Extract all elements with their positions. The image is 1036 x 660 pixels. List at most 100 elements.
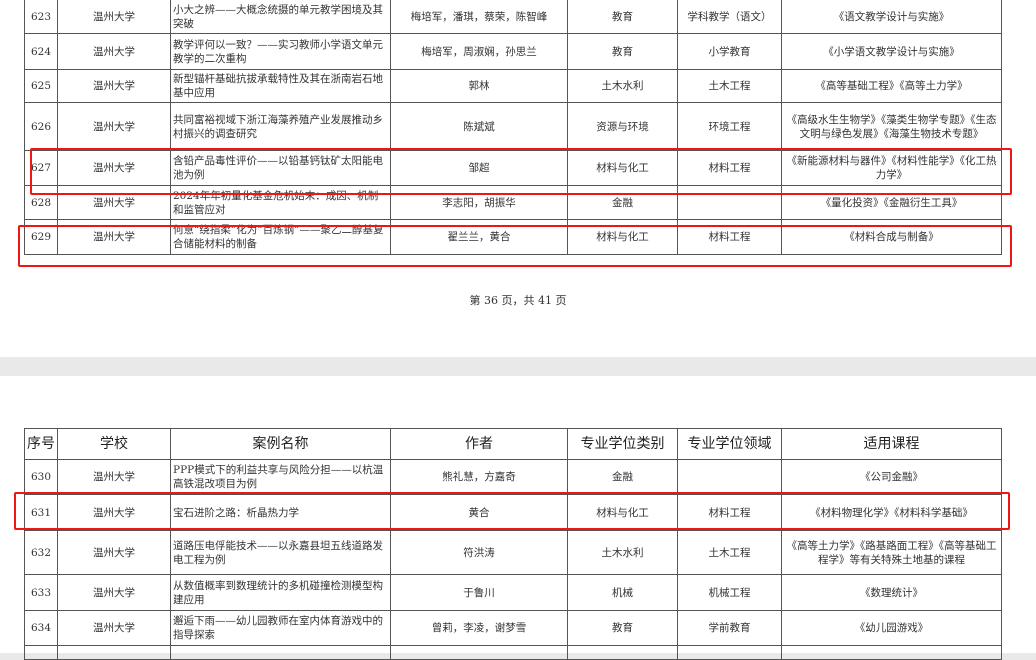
table-row: 623 温州大学 小大之辨——大概念统摄的单元教学困境及其突破 梅培军，潘琪，蔡荣，陈…: [24, 0, 1002, 34]
table-row: 627 温州大学 含铅产品毒性评价——以铅基钙钛矿太阳能电池为例 邹超 材料与化工 材料工…: [24, 150, 1002, 186]
row-number-cell: 623: [24, 0, 58, 34]
applicable-courses-cell: 《材料合成与制备》: [781, 219, 1002, 255]
applicable-courses-cell: 《幼儿园游戏》: [781, 610, 1002, 646]
degree-category-cell: 教育: [567, 610, 678, 646]
row-number-cell: 628: [24, 185, 58, 220]
degree-category-cell: 材料与化工: [567, 150, 678, 186]
table-header-row: 序号 学校 案例名称 作者 专业学位类别 专业学位领域 适用课程: [24, 428, 1002, 460]
degree-field-cell: 小学教育: [677, 33, 782, 70]
column-header-degree-category: 专业学位类别: [567, 428, 678, 460]
authors-cell: 李志阳，胡振华: [390, 185, 568, 220]
applicable-courses-cell: 《小学语文教学设计与实施》: [781, 33, 1002, 70]
degree-category-cell: 教育: [567, 0, 678, 34]
applicable-courses-cell: 《高等基础工程》《高等土力学》: [781, 69, 1002, 103]
applicable-courses-cell: 《语文教学设计与实施》: [781, 0, 1002, 34]
case-title-cell: 何意“绕指柔”化为“百炼钢”——聚乙二醇基复合储能材料的制备: [170, 219, 391, 255]
degree-category-cell: 土木水利: [567, 69, 678, 103]
degree-category-cell: 土木水利: [567, 530, 678, 575]
applicable-courses-cell: 《材料物理化学》《材料科学基础》: [781, 494, 1002, 531]
column-header-case-title: 案例名称: [170, 428, 391, 460]
school-cell: 温州大学: [57, 150, 171, 186]
authors-cell: 陈斌斌: [390, 102, 568, 151]
case-title-cell: 从数值概率到数理统计的多机碰撞检测模型构建应用: [170, 574, 391, 611]
degree-field-cell: 材料工程: [677, 219, 782, 255]
applicable-courses-cell: 《新能源材料与器件》《材料性能学》《化工热力学》: [781, 150, 1002, 186]
table-row: 626 温州大学 共同富裕视域下浙江海藻养殖产业发展推动乡村振兴的调查研究 陈斌斌 资源…: [24, 102, 1002, 151]
applicable-courses-cell: 《高级水生生物学》《藻类生物学专题》《生态文明与绿色发展》《海藻生物技术专题》: [781, 102, 1002, 151]
degree-field-cell: 学科教学（语文）: [677, 0, 782, 34]
row-number-cell: 625: [24, 69, 58, 103]
case-title-cell: 教学评何以一致？——实习教师小学语文单元教学的二次重构: [170, 33, 391, 70]
column-header-school: 学校: [57, 428, 171, 460]
school-cell: 温州大学: [57, 185, 171, 220]
school-cell: 温州大学: [57, 102, 171, 151]
school-cell: 温州大学: [57, 69, 171, 103]
degree-field-cell: 土木工程: [677, 530, 782, 575]
cases-table-page-36: 623 温州大学 小大之辨——大概念统摄的单元教学困境及其突破 梅培军，潘琪，蔡荣，陈…: [24, 0, 1002, 255]
degree-field-cell: 土木工程: [677, 69, 782, 103]
row-number-cell: 631: [24, 494, 58, 531]
degree-category-cell: 金融: [567, 459, 678, 495]
school-cell: 温州大学: [57, 610, 171, 646]
school-cell: 温州大学: [57, 219, 171, 255]
degree-field-cell: 材料工程: [677, 494, 782, 531]
table-row: 624 温州大学 教学评何以一致？——实习教师小学语文单元教学的二次重构 梅培军，周淑…: [24, 33, 1002, 70]
applicable-courses-cell: 《数理统计》: [781, 574, 1002, 611]
table-row: 634 温州大学 邂逅下雨——幼儿园教师在室内体育游戏中的指导探索 曾莉，李凌，谢梦雪…: [24, 610, 1002, 646]
authors-cell: 梅培军，潘琪，蔡荣，陈智峰: [390, 0, 568, 34]
column-header-authors: 作者: [390, 428, 568, 460]
authors-cell: 于鲁川: [390, 574, 568, 611]
applicable-courses-cell: 《公司金融》: [781, 459, 1002, 495]
column-header-applicable-courses: 适用课程: [781, 428, 1002, 460]
degree-field-cell: [677, 459, 782, 495]
school-cell: 温州大学: [57, 459, 171, 495]
degree-category-cell: 金融: [567, 185, 678, 220]
case-title-cell: 新型锚杆基础抗拔承载特性及其在浙南岩石地基中应用: [170, 69, 391, 103]
applicable-courses-cell: 《高等土力学》《路基路面工程》《高等基础工程学》等有关特殊土地基的课程: [781, 530, 1002, 575]
case-title-cell: 含铅产品毒性评价——以铅基钙钛矿太阳能电池为例: [170, 150, 391, 186]
authors-cell: 曾莉，李凌，谢梦雪: [390, 610, 568, 646]
row-number-cell: 629: [24, 219, 58, 255]
case-title-cell: 2024年年初量化基金危机始末：成因、机制和监管应对: [170, 185, 391, 220]
row-number-cell: 634: [24, 610, 58, 646]
document-page-37: 序号 学校 案例名称 作者 专业学位类别 专业学位领域 适用课程 630 温州大学 PPP模式下…: [0, 376, 1036, 660]
authors-cell: 郭林: [390, 69, 568, 103]
school-cell: 温州大学: [57, 494, 171, 531]
row-number-cell: 624: [24, 33, 58, 70]
school-cell: 温州大学: [57, 530, 171, 575]
degree-category-cell: 资源与环境: [567, 102, 678, 151]
column-header-row-number: 序号: [24, 428, 58, 460]
row-number-cell: 626: [24, 102, 58, 151]
table-row: 633 温州大学 从数值概率到数理统计的多机碰撞检测模型构建应用 于鲁川 机械 机械工程《…: [24, 574, 1002, 611]
degree-category-cell: 材料与化工: [567, 219, 678, 255]
table-row: 632 温州大学 道路压电俘能技术——以永嘉县坦五线道路发电工程为例 符洪涛 土木水利土…: [24, 530, 1002, 575]
authors-cell: 梅培军，周淑娴，孙思兰: [390, 33, 568, 70]
cases-table-page-37: 序号 学校 案例名称 作者 专业学位类别 专业学位领域 适用课程 630 温州大学 PPP模式下…: [24, 428, 1002, 660]
row-number-cell: 632: [24, 530, 58, 575]
degree-field-cell: 材料工程: [677, 150, 782, 186]
table-row: 625 温州大学 新型锚杆基础抗拔承载特性及其在浙南岩石地基中应用 郭林 土木水利 土木工…: [24, 69, 1002, 103]
row-number-cell: 633: [24, 574, 58, 611]
degree-category-cell: 材料与化工: [567, 494, 678, 531]
school-cell: 温州大学: [57, 574, 171, 611]
degree-category-cell: 教育: [567, 33, 678, 70]
degree-field-cell: 环境工程: [677, 102, 782, 151]
column-header-degree-field: 专业学位领域: [677, 428, 782, 460]
table-row: 631 温州大学 宝石进阶之路：析晶热力学 黄合 材料与化工 材料工程 《材料物理化学》《材…: [24, 494, 1002, 531]
school-cell: 温州大学: [57, 33, 171, 70]
table-row: 628 温州大学 2024年年初量化基金危机始末：成因、机制和监管应对 李志阳，胡振华…: [24, 185, 1002, 220]
degree-field-cell: 机械工程: [677, 574, 782, 611]
authors-cell: 熊礼慧，方嘉奇: [390, 459, 568, 495]
degree-field-cell: 学前教育: [677, 610, 782, 646]
school-cell: 温州大学: [57, 0, 171, 34]
authors-cell: 符洪涛: [390, 530, 568, 575]
applicable-courses-cell: 《量化投资》《金融衍生工具》: [781, 185, 1002, 220]
degree-field-cell: [677, 185, 782, 220]
case-title-cell: PPP模式下的利益共享与风险分担——以杭温高铁混改项目为例: [170, 459, 391, 495]
document-page-36: 623 温州大学 小大之辨——大概念统摄的单元教学困境及其突破 梅培军，潘琪，蔡荣，陈…: [0, 0, 1036, 357]
table-row: 630 温州大学 PPP模式下的利益共享与风险分担——以杭温高铁混改项目为例 熊礼慧，…: [24, 459, 1002, 495]
case-title-cell: 道路压电俘能技术——以永嘉县坦五线道路发电工程为例: [170, 530, 391, 575]
case-title-cell: 小大之辨——大概念统摄的单元教学困境及其突破: [170, 0, 391, 34]
case-title-cell: 共同富裕视域下浙江海藻养殖产业发展推动乡村振兴的调查研究: [170, 102, 391, 151]
authors-cell: 黄合: [390, 494, 568, 531]
